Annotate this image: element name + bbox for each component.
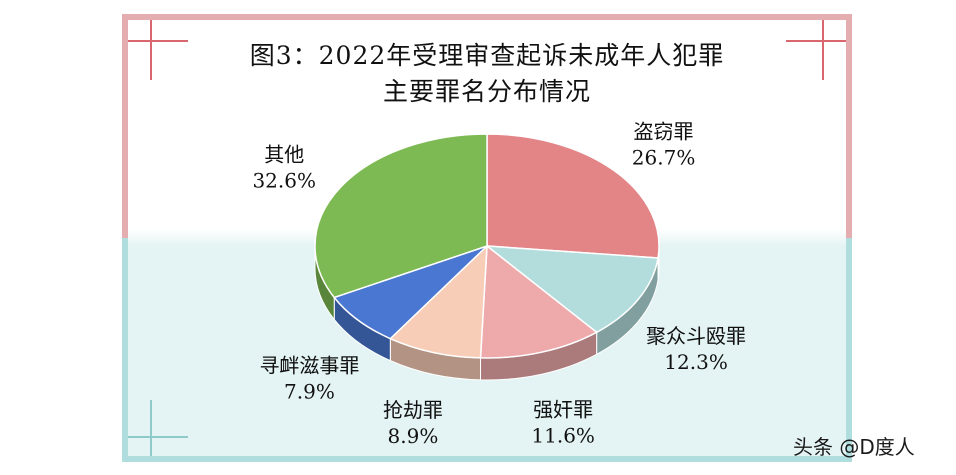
pie-slice — [388, 244, 488, 359]
slice-name-label: 盗窃罪 — [634, 120, 694, 144]
chart-subtitle: 主要罪名分布情况 — [382, 77, 591, 106]
pie-slice — [484, 245, 659, 334]
slice-value-label: 32.6% — [252, 169, 316, 193]
slice-value-label: 12.3% — [664, 350, 728, 374]
chart-title: 图3：2022年受理审查起诉未成年人犯罪 — [249, 41, 725, 70]
corner-line — [150, 20, 152, 80]
slice-name-label: 其他 — [264, 143, 304, 167]
watermark-text: 头条 @D度人 — [793, 435, 915, 459]
pie-slice — [314, 133, 488, 299]
corner-line — [150, 400, 152, 456]
slice-name-label: 寻衅滋事罪 — [259, 354, 359, 378]
corner-line — [786, 40, 846, 42]
slice-value-label: 26.7% — [632, 146, 696, 170]
pie-slice — [486, 133, 660, 259]
slice-value-label: 7.9% — [284, 380, 335, 404]
corner-line — [128, 436, 188, 438]
frame-border-bottom — [122, 238, 852, 462]
corner-line — [822, 20, 824, 80]
slice-value-label: 11.6% — [531, 423, 595, 447]
slice-value-label: 8.9% — [388, 424, 439, 448]
corner-line — [128, 40, 188, 42]
slice-name-label: 强奸罪 — [533, 397, 593, 421]
slice-name-label: 抢劫罪 — [383, 398, 443, 422]
frame-border-top — [122, 14, 852, 238]
pie-slice — [479, 244, 598, 359]
slice-name-label: 聚众斗殴罪 — [646, 324, 746, 348]
